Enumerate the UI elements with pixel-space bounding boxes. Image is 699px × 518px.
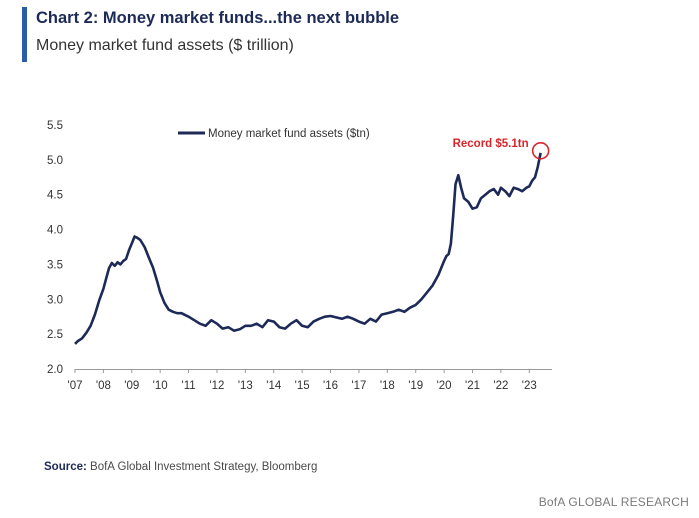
legend-label: Money market fund assets ($tn) <box>208 128 370 140</box>
series-line <box>74 152 542 345</box>
x-tick-label: '15 <box>295 380 310 392</box>
y-tick-label: 5.5 <box>47 120 63 132</box>
source-text: BofA Global Investment Strategy, Bloombe… <box>86 461 318 473</box>
x-tick-label: '17 <box>351 380 366 392</box>
record-annotation: Record $5.1tn <box>453 138 529 150</box>
x-tick-label: '12 <box>209 380 224 392</box>
x-tick-label: '13 <box>238 380 253 392</box>
y-tick-label: 2.5 <box>47 329 63 341</box>
x-tick-label: '21 <box>465 380 480 392</box>
x-tick-label: '11 <box>182 380 196 392</box>
x-tick-label: '20 <box>437 380 452 392</box>
y-tick-label: 5.0 <box>47 155 63 167</box>
source-label: Source: <box>44 461 87 473</box>
y-tick-label: 2.0 <box>47 364 63 376</box>
y-tick-label: 4.0 <box>47 225 63 237</box>
y-tick-label: 3.5 <box>47 259 63 271</box>
x-tick-label: '10 <box>153 380 168 392</box>
brand-footer: BofA GLOBAL RESEARCH <box>538 495 689 509</box>
x-tick-label: '14 <box>266 380 282 392</box>
x-tick-label: '16 <box>323 380 338 392</box>
chart-subtitle: Money market fund assets ($ trillion) <box>36 37 294 54</box>
title-accent-bar <box>22 7 27 62</box>
x-tick-label: '07 <box>68 380 83 392</box>
chart-title: Chart 2: Money market funds...the next b… <box>36 9 400 27</box>
x-tick-label: '22 <box>493 380 508 392</box>
record-marker-circle <box>531 141 550 160</box>
y-tick-label: 4.5 <box>47 190 63 202</box>
source-note: Source: BofA Global Investment Strategy,… <box>44 461 317 473</box>
x-tick-label: '18 <box>380 380 395 392</box>
x-tick-label: '08 <box>96 380 111 392</box>
y-tick-label: 3.0 <box>47 294 63 306</box>
x-tick-label: '23 <box>522 380 537 392</box>
x-tick-label: '19 <box>408 380 423 392</box>
x-tick-label: '09 <box>124 380 139 392</box>
